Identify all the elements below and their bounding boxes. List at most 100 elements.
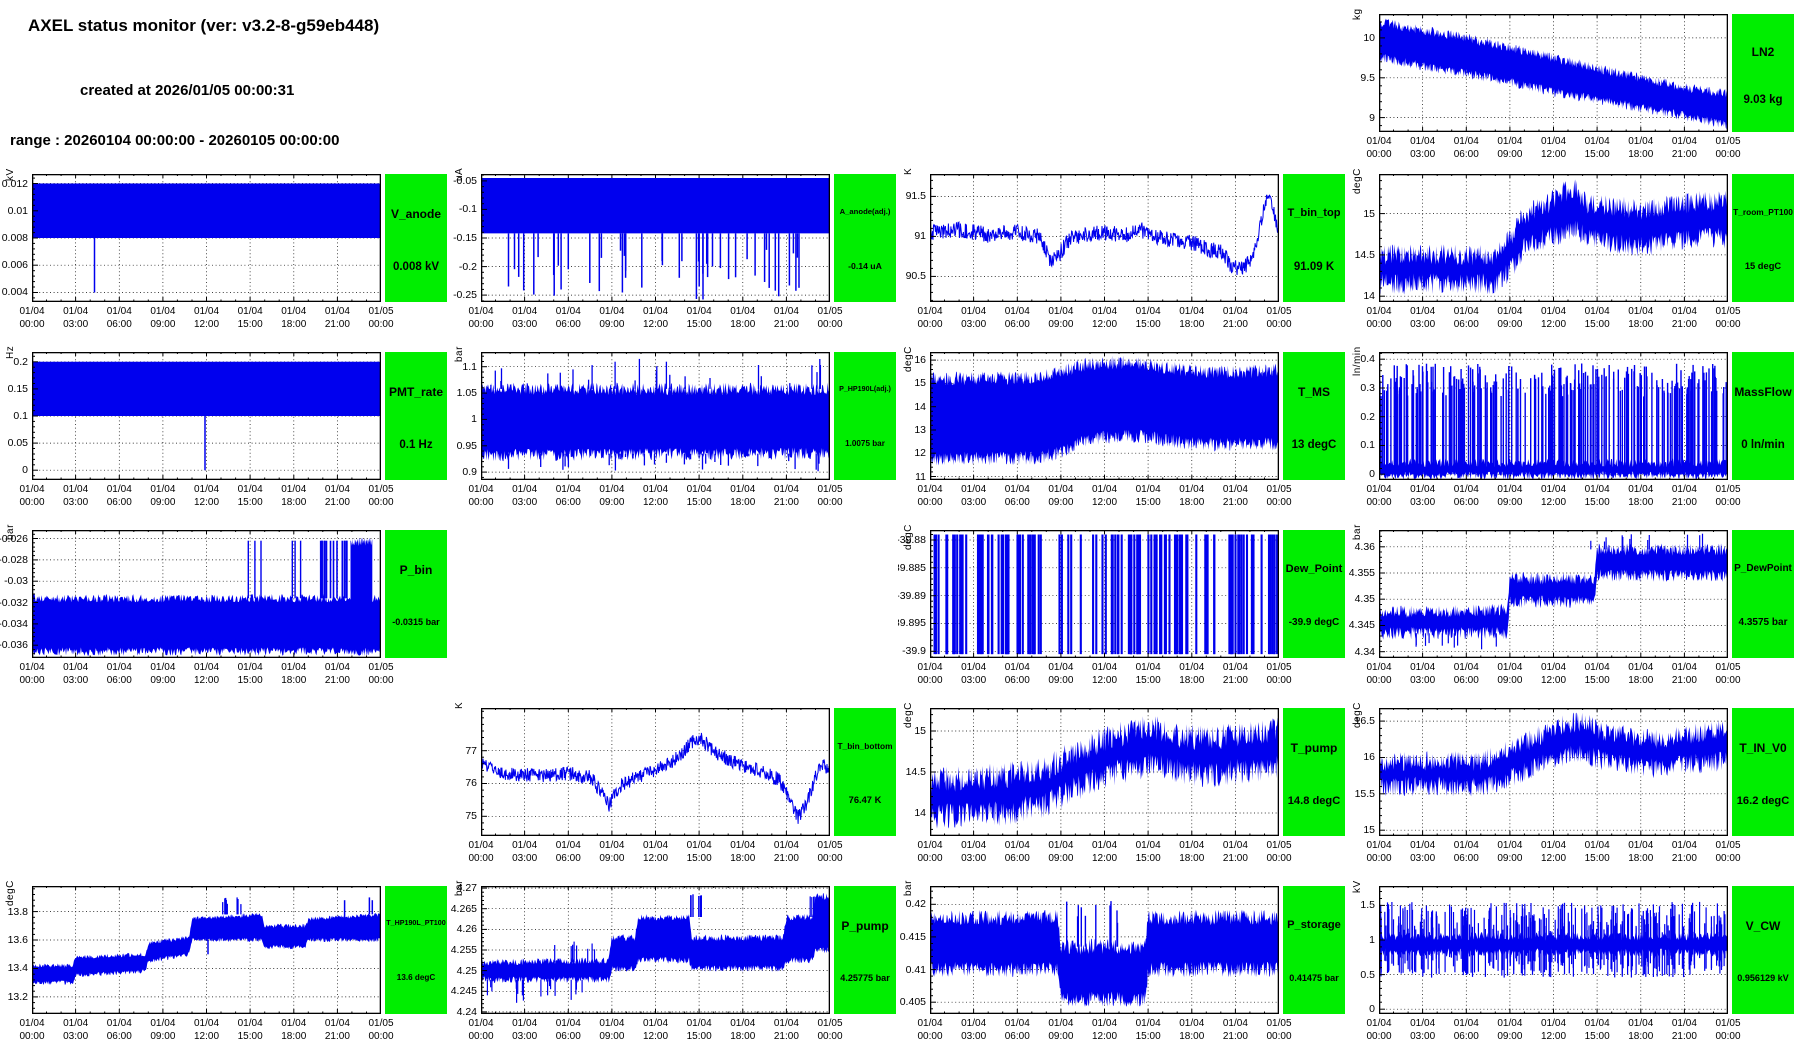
y-tick-label: 0.415 [899, 930, 926, 943]
x-tick-time: 21:00 [1671, 318, 1697, 330]
y-tick-label: -0.026 [0, 532, 28, 545]
y-tick-label: 14.5 [905, 766, 926, 778]
x-tick-label: 01/04 09:00 [1497, 1018, 1522, 1043]
x-tick-time: 00:00 [917, 1030, 943, 1042]
x-tick-date: 01/04 [599, 1018, 625, 1029]
x-tick-time: 21:00 [1222, 496, 1248, 508]
x-tick-date: 01/04 [1410, 136, 1436, 147]
x-tick-label: 01/04 18:00 [730, 306, 755, 331]
y-tick-label: -0.15 [453, 232, 477, 244]
x-tick-date: 01/04 [150, 484, 176, 495]
x-tick-date: 01/04 [150, 306, 176, 317]
x-tick-date: 01/04 [468, 306, 494, 317]
x-tick-label: 01/04 09:00 [599, 840, 624, 865]
x-tick-time: 12:00 [642, 496, 669, 508]
x-tick-date: 01/04 [1584, 662, 1610, 673]
plot-area [930, 530, 1279, 658]
plot-area [481, 174, 830, 302]
x-tick-label: 01/05 00:00 [1715, 1018, 1740, 1043]
x-tick-time: 03:00 [63, 496, 89, 508]
chart-v-cw: kV 0 0.5 1 1.5 V_CW 0.956129 kV 01/04 00:00 0… [1347, 872, 1796, 1050]
chart-value-label: 4.3575 bar [1738, 617, 1788, 629]
chart-legend-box: Dew_Point -39.9 degC [1283, 530, 1345, 658]
x-tick-date: 01/04 [1222, 1018, 1248, 1029]
x-tick-time: 09:00 [150, 1030, 176, 1042]
x-tick-time: 06:00 [1004, 496, 1030, 508]
x-tick-time: 03:00 [961, 1030, 987, 1042]
x-tick-time: 12:00 [1540, 496, 1567, 508]
x-tick-date: 01/04 [1135, 662, 1161, 673]
chart-legend-box: V_anode 0.008 kV [385, 174, 447, 302]
x-tick-time: 06:00 [106, 318, 132, 330]
x-tick-label: 01/04 21:00 [325, 306, 350, 331]
y-tick-label: 1.05 [456, 387, 477, 400]
x-tick-label: 01/05 00:00 [1266, 662, 1291, 687]
x-tick-time: 18:00 [1179, 852, 1205, 864]
x-tick-time: 09:00 [1497, 318, 1523, 330]
x-tick-date: 01/04 [1048, 306, 1074, 317]
x-tick-date: 01/04 [1004, 306, 1030, 317]
x-tick-time: 18:00 [730, 852, 756, 864]
x-tick-time: 00:00 [817, 852, 843, 864]
x-tick-label: 01/04 03:00 [512, 840, 537, 865]
y-tick-label: 15 [1363, 207, 1375, 220]
x-tick-time: 06:00 [1453, 1030, 1479, 1042]
x-tick-date: 01/04 [1222, 484, 1248, 495]
x-tick-date: 01/05 [1715, 136, 1741, 147]
x-tick-label: 01/04 18:00 [1179, 306, 1204, 331]
x-tick-date: 01/04 [1671, 662, 1697, 673]
x-tick-time: 15:00 [1135, 318, 1161, 330]
x-tick-label: 01/04 12:00 [1541, 484, 1566, 509]
x-tick-date: 01/05 [1715, 840, 1741, 851]
chart-t-ms: degC 11 12 13 14 15 16 T_MS 13 degC 01/04 00:0… [898, 338, 1347, 516]
x-tick-label: 01/04 12:00 [1541, 662, 1566, 687]
y-tick-label: 10 [1363, 31, 1375, 44]
x-tick-time: 12:00 [642, 1030, 669, 1042]
x-tick-date: 01/04 [468, 1018, 494, 1029]
x-tick-time: 00:00 [368, 674, 394, 686]
plot-area [481, 708, 830, 836]
y-tick-label: 4.27 [456, 882, 477, 895]
x-tick-label: 01/04 12:00 [194, 662, 219, 687]
x-tick-date: 01/04 [281, 662, 307, 673]
x-tick-label: 01/04 21:00 [1223, 840, 1248, 865]
x-tick-label: 01/04 06:00 [1454, 136, 1479, 160]
x-tick-label: 01/04 09:00 [1048, 484, 1073, 509]
y-tick-label: -39.895 [898, 617, 926, 630]
plot-area [32, 174, 381, 302]
chart-t-pump: degC 14 14.5 15 T_pump 14.8 degC 01/04 00:0… [898, 694, 1347, 872]
x-tick-date: 01/04 [1628, 662, 1654, 673]
x-tick-time: 15:00 [237, 1030, 263, 1042]
x-tick-date: 01/04 [106, 484, 132, 495]
x-tick-date: 01/04 [1366, 136, 1392, 147]
x-tick-time: 12:00 [1091, 674, 1118, 686]
x-tick-label: 01/04 09:00 [599, 1018, 624, 1043]
x-tick-date: 01/04 [1628, 840, 1654, 851]
x-tick-date: 01/04 [642, 306, 669, 317]
x-tick-date: 01/04 [281, 306, 307, 317]
x-tick-label: 01/04 06:00 [1005, 306, 1030, 331]
x-tick-time: 12:00 [1540, 852, 1567, 864]
x-tick-time: 03:00 [961, 674, 987, 686]
x-tick-label: 01/04 21:00 [774, 484, 799, 509]
chart-legend-box: V_CW 0.956129 kV [1732, 886, 1794, 1014]
x-tick-date: 01/04 [512, 306, 538, 317]
x-tick-time: 15:00 [237, 318, 263, 330]
x-tick-time: 00:00 [368, 1030, 394, 1042]
y-tick-label: -0.032 [0, 596, 28, 609]
chart-t-hp190l-pt100: degC 13.2 13.4 13.6 13.8 T_HP190L_PT100 13.… [0, 872, 449, 1050]
x-tick-date: 01/04 [1004, 840, 1030, 851]
x-tick-label: 01/04 12:00 [1092, 306, 1117, 331]
x-tick-time: 09:00 [1497, 852, 1523, 864]
x-tick-date: 01/05 [368, 306, 394, 317]
x-tick-date: 01/04 [19, 662, 45, 673]
x-tick-label: 01/04 00:00 [1366, 306, 1391, 331]
x-tick-date: 01/04 [642, 484, 669, 495]
chart-v-anode: kV 0.004 0.006 0.008 0.01 0.012 V_anode 0.00… [0, 160, 449, 338]
x-tick-date: 01/04 [1366, 306, 1392, 317]
x-tick-label: 01/04 06:00 [1454, 840, 1479, 865]
x-tick-label: 01/04 03:00 [1410, 1018, 1435, 1043]
chart-p-bin: bar -0.026 -0.028 -0.03 -0.032 -0.034 -0.036 … [0, 516, 449, 694]
y-tick-label: 0 [1369, 468, 1375, 481]
